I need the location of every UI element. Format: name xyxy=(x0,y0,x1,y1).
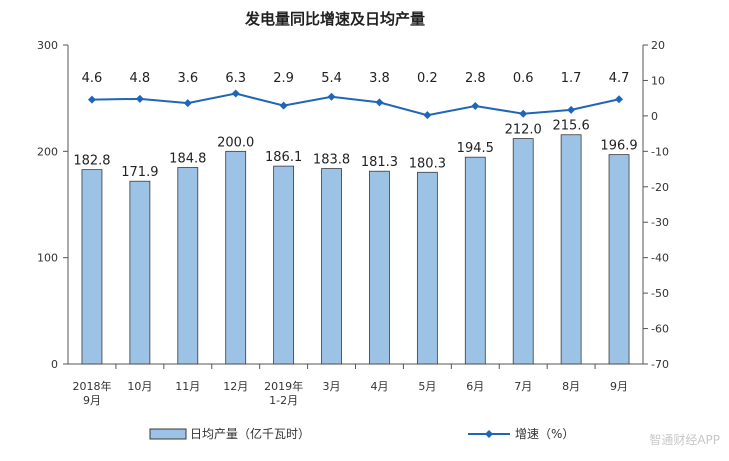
bar-label: 212.0 xyxy=(505,123,542,138)
bar-label: 200.0 xyxy=(217,135,254,150)
line-point xyxy=(471,101,480,110)
bar xyxy=(177,167,199,365)
category-label: 8月 xyxy=(562,380,580,393)
category-label: 11月 xyxy=(175,380,200,393)
right-tick-label: 0 xyxy=(651,110,658,123)
bar-label: 215.6 xyxy=(553,119,590,134)
line-point xyxy=(135,94,144,103)
line-point xyxy=(375,98,384,107)
line-point xyxy=(231,89,240,98)
legend-bar-swatch xyxy=(149,428,187,440)
bar-series xyxy=(81,134,630,365)
right-tick-label: 20 xyxy=(651,39,665,52)
line-label: 3.6 xyxy=(177,71,198,86)
line-point xyxy=(615,95,624,104)
category-label: 12月 xyxy=(223,380,248,393)
line-data-labels: 4.6 4.8 3.6 6.3 2.9 5.4 3.8 0.2 2.8 0.6 1.7 4.7 xyxy=(82,71,630,86)
line-label: 4.7 xyxy=(609,71,630,86)
line-point xyxy=(519,109,528,118)
line-path xyxy=(91,92,620,117)
bar-label: 184.8 xyxy=(169,151,206,166)
line-label: 3.8 xyxy=(369,71,390,86)
bar-label: 196.9 xyxy=(600,139,637,154)
line-label: 4.8 xyxy=(130,71,151,86)
bar xyxy=(225,150,247,365)
category-label: 9月 xyxy=(83,394,101,407)
left-tick-label: 100 xyxy=(37,252,58,265)
category-label: 5月 xyxy=(418,380,436,393)
line-label: 0.6 xyxy=(513,71,534,86)
line-point xyxy=(567,105,576,114)
category-label: 2018年 xyxy=(72,379,111,393)
bar-data-labels: 182.8 171.9 184.8 200.0 186.1 183.8 181.3 180.3… xyxy=(73,119,637,180)
bar xyxy=(464,156,486,365)
line-label: 4.6 xyxy=(82,71,103,86)
bar-label: 171.9 xyxy=(121,165,158,180)
line-point xyxy=(87,95,96,104)
bar-label: 186.1 xyxy=(265,150,302,165)
legend-line-label: 增速（%） xyxy=(515,427,574,441)
line-label: 5.4 xyxy=(321,71,342,86)
category-label: 3月 xyxy=(323,380,341,393)
legend-bar-label: 日均产量（亿千瓦时） xyxy=(190,426,310,441)
chart-title: 发电量同比增速及日均产量 xyxy=(244,10,425,28)
legend-line-marker xyxy=(485,430,493,438)
line-label: 0.2 xyxy=(417,71,438,86)
bar xyxy=(129,180,151,365)
bar-label: 180.3 xyxy=(409,156,446,171)
right-tick-label: -10 xyxy=(651,145,669,158)
line-point xyxy=(279,101,288,110)
bar xyxy=(273,165,295,365)
line-label: 2.8 xyxy=(465,71,486,86)
right-tick-label: 10 xyxy=(651,74,665,87)
right-tick-label: -30 xyxy=(651,216,669,229)
right-tick-label: -60 xyxy=(651,323,669,336)
category-label: 6月 xyxy=(466,380,484,393)
bar-label: 182.8 xyxy=(73,154,110,169)
line-label: 2.9 xyxy=(273,71,294,86)
bar xyxy=(369,170,390,365)
line-point xyxy=(423,111,432,120)
bar xyxy=(416,171,438,365)
bar-label: 183.8 xyxy=(313,153,350,168)
right-tick-label: -40 xyxy=(651,252,669,265)
category-label: 1-2月 xyxy=(269,394,298,407)
line-point xyxy=(327,92,336,101)
right-tick-label: -70 xyxy=(651,358,669,371)
right-tick-label: -50 xyxy=(651,287,669,300)
bar-label: 194.5 xyxy=(457,141,494,156)
bar xyxy=(81,169,103,365)
right-tick-label: -20 xyxy=(651,181,669,194)
bar xyxy=(512,138,534,365)
bar xyxy=(560,134,582,365)
left-tick-label: 300 xyxy=(37,39,58,52)
bar-label: 181.3 xyxy=(361,155,398,170)
bar xyxy=(321,168,342,365)
category-label: 4月 xyxy=(370,380,388,393)
category-label: 2019年 xyxy=(264,379,303,393)
bar xyxy=(608,154,630,365)
line-point xyxy=(183,99,192,108)
category-label: 9月 xyxy=(610,380,628,393)
line-series xyxy=(87,89,624,120)
left-tick-label: 0 xyxy=(51,358,58,371)
category-label: 10月 xyxy=(127,380,152,393)
watermark: 智通财经APP xyxy=(649,432,720,447)
line-label: 1.7 xyxy=(561,71,582,86)
line-label: 6.3 xyxy=(225,71,246,86)
left-tick-label: 200 xyxy=(37,145,58,158)
legend: 日均产量（亿千瓦时） 增速（%） xyxy=(149,426,574,441)
category-label: 7月 xyxy=(514,380,532,393)
